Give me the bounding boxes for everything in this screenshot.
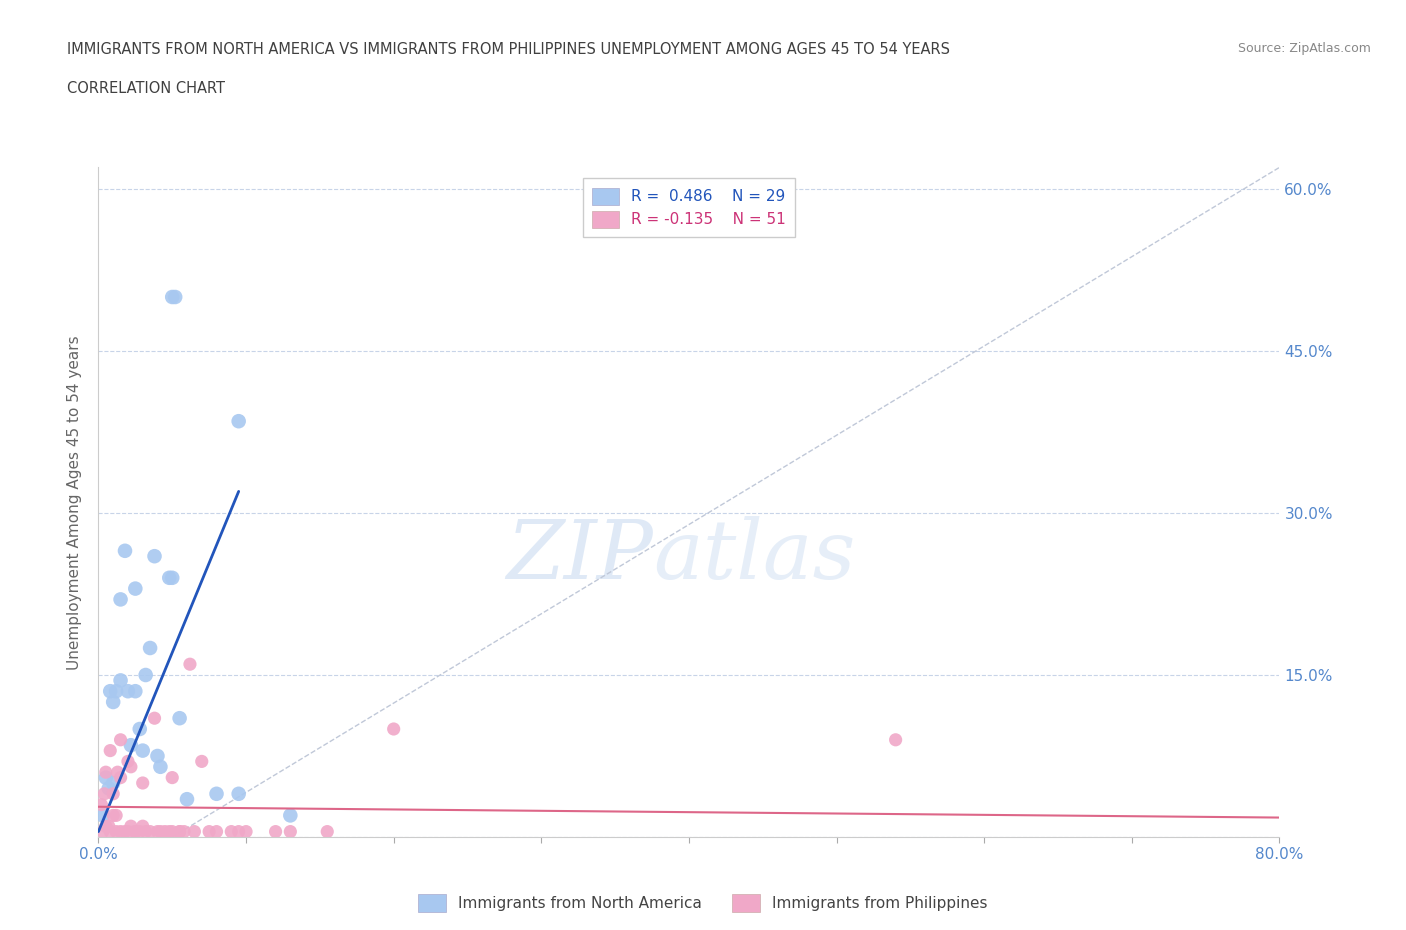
Point (103, 776, 125, 790)
Point (205, 787, 228, 802)
Point (120, 760, 142, 775)
Point (93, 787, 115, 802)
Point (114, 543, 136, 558)
Point (107, 764, 129, 779)
Point (94, 818, 117, 833)
Point (132, 818, 155, 833)
Point (135, 668, 157, 683)
Point (114, 824, 136, 839)
Y-axis label: Unemployment Among Ages 45 to 54 years: Unemployment Among Ages 45 to 54 years (67, 335, 83, 670)
Point (179, 657, 201, 671)
Point (91, 808, 114, 823)
Point (94, 764, 117, 779)
Text: Source: ZipAtlas.com: Source: ZipAtlas.com (1237, 42, 1371, 55)
Point (105, 684, 128, 698)
Point (169, 711, 191, 725)
Point (90, 797, 112, 812)
Point (198, 824, 221, 839)
Point (124, 824, 146, 839)
Point (149, 760, 172, 775)
Point (94, 770, 117, 785)
Point (97, 781, 120, 796)
Point (132, 743, 155, 758)
Point (162, 824, 183, 839)
Point (278, 824, 302, 839)
Point (146, 749, 169, 764)
Point (105, 824, 128, 839)
Point (124, 684, 146, 698)
Point (278, 808, 302, 823)
Point (110, 732, 132, 747)
Point (162, 770, 183, 785)
Point (173, 824, 195, 839)
Point (117, 754, 139, 769)
Point (228, 414, 250, 429)
Point (169, 824, 191, 839)
Point (110, 824, 132, 839)
Point (103, 695, 125, 710)
Point (165, 289, 187, 304)
Point (191, 754, 214, 769)
Point (157, 570, 180, 585)
Point (149, 824, 172, 839)
Point (157, 824, 180, 839)
Text: IMMIGRANTS FROM NORTH AMERICA VS IMMIGRANTS FROM PHILIPPINES UNEMPLOYMENT AMONG : IMMIGRANTS FROM NORTH AMERICA VS IMMIGRA… (67, 42, 950, 57)
Point (98, 824, 121, 839)
Point (316, 824, 339, 839)
Point (110, 770, 132, 785)
Point (98, 743, 121, 758)
Point (98, 684, 121, 698)
Point (132, 776, 155, 790)
Point (153, 824, 176, 839)
Point (124, 581, 146, 596)
Text: atlas: atlas (654, 516, 856, 596)
Point (120, 737, 142, 752)
Point (162, 570, 183, 585)
Point (162, 289, 183, 304)
Point (139, 824, 162, 839)
Point (183, 824, 205, 839)
Point (103, 787, 125, 802)
Text: ZIP: ZIP (506, 516, 654, 596)
Point (97, 818, 120, 833)
Point (110, 592, 132, 607)
Point (205, 824, 228, 839)
Point (91, 824, 114, 839)
Point (117, 684, 139, 698)
Legend: R =  0.486    N = 29, R = -0.135    N = 51: R = 0.486 N = 29, R = -0.135 N = 51 (582, 179, 796, 237)
Point (169, 824, 191, 839)
Point (143, 711, 166, 725)
Legend: Immigrants from North America, Immigrants from Philippines: Immigrants from North America, Immigrant… (412, 888, 994, 918)
Point (176, 791, 198, 806)
Point (117, 824, 139, 839)
Point (228, 787, 250, 802)
Point (128, 824, 150, 839)
Point (884, 732, 907, 747)
Point (143, 549, 166, 564)
Point (110, 673, 132, 688)
Point (235, 824, 257, 839)
Point (228, 824, 250, 839)
Point (264, 824, 287, 839)
Point (103, 808, 125, 823)
Point (382, 722, 405, 737)
Point (124, 824, 146, 839)
Text: CORRELATION CHART: CORRELATION CHART (67, 81, 225, 96)
Point (135, 824, 157, 839)
Point (146, 824, 169, 839)
Point (120, 818, 142, 833)
Point (105, 808, 128, 823)
Point (139, 641, 162, 656)
Point (128, 722, 150, 737)
Point (219, 824, 242, 839)
